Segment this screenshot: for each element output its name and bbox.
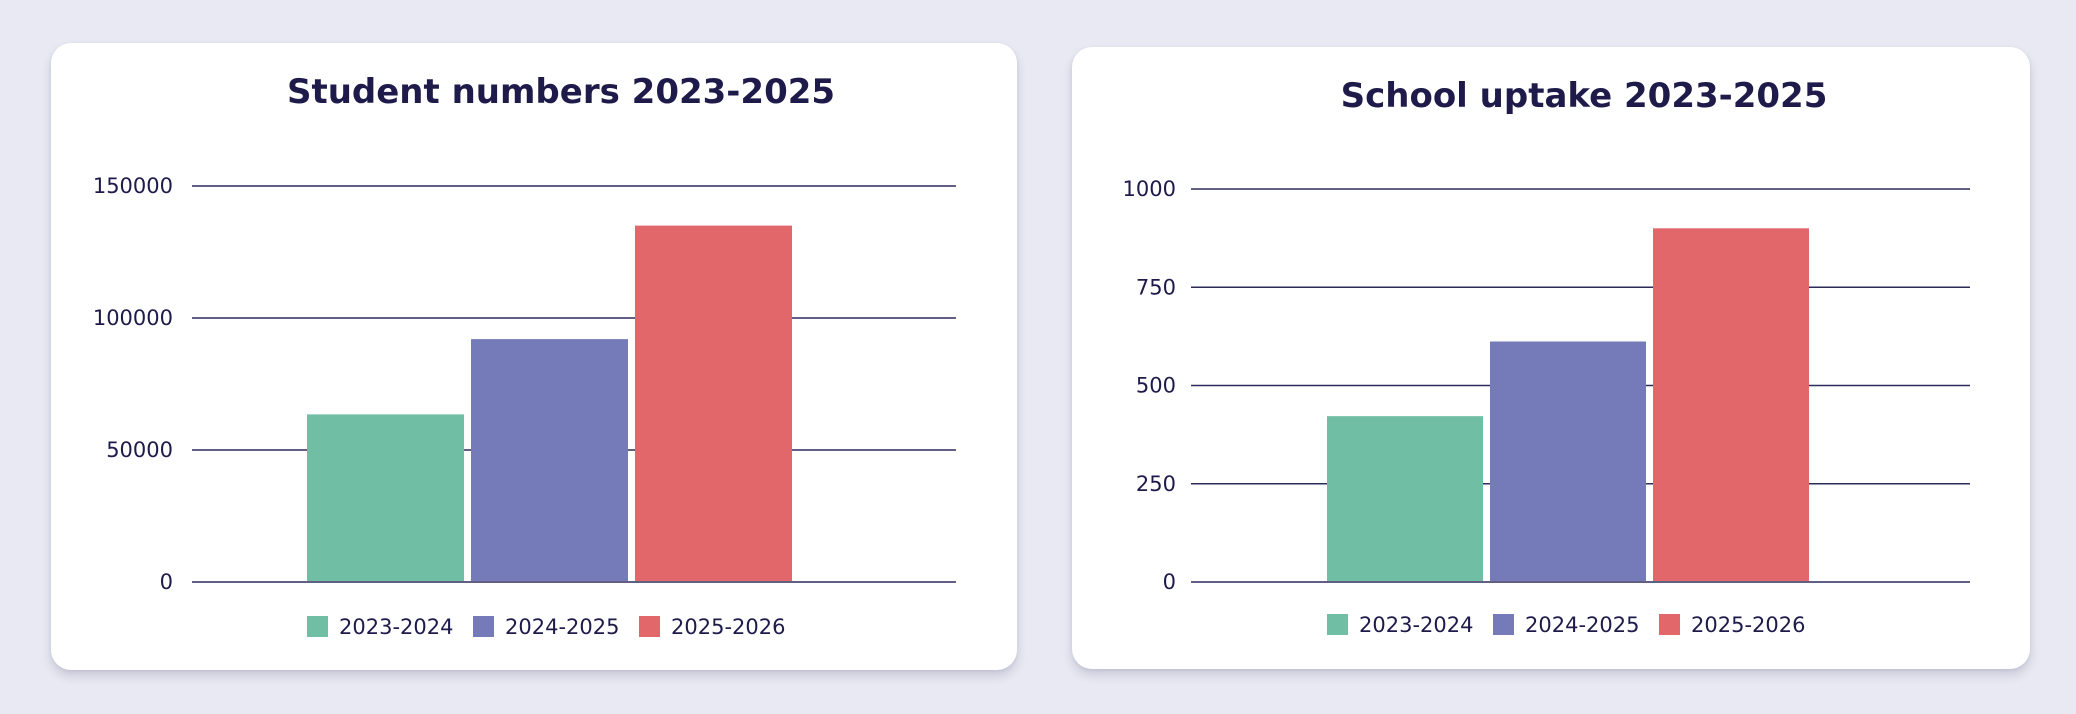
legend-label: 2023-2024 [1359, 613, 1473, 637]
y-tick-label: 750 [1136, 275, 1176, 299]
bar-2024-2025 [1490, 341, 1646, 581]
legend-swatch [307, 616, 328, 637]
legend-item: 2023-2024 [1327, 613, 1473, 637]
chart-title: School uptake 2023-2025 [1341, 76, 1828, 116]
legend-swatch [639, 616, 660, 637]
legend-swatch [473, 616, 494, 637]
chart-card-student-numbers: Student numbers 2023-2025 0 50000 100000 150… [51, 43, 1017, 670]
y-tick-label: 100000 [93, 306, 173, 330]
y-tick-label: 500 [1136, 374, 1176, 398]
y-tick-label: 250 [1136, 472, 1176, 496]
chart-title: Student numbers 2023-2025 [287, 72, 835, 112]
legend-item: 2023-2024 [307, 615, 453, 639]
bar-chart-student-numbers: Student numbers 2023-2025 0 50000 100000 150… [93, 72, 956, 639]
bar-2025-2026 [635, 225, 792, 581]
legend-label: 2025-2026 [1691, 613, 1805, 637]
bar-chart-school-uptake: School uptake 2023-2025 0 250 500 750 1000 202… [1123, 76, 1970, 637]
legend-label: 2025-2026 [671, 615, 785, 639]
bar-2024-2025 [471, 339, 628, 581]
legend-item: 2024-2025 [473, 615, 619, 639]
y-tick-label: 1000 [1123, 177, 1176, 201]
legend-swatch [1493, 614, 1514, 635]
bar-2025-2026 [1653, 228, 1809, 582]
legend-item: 2025-2026 [1659, 613, 1805, 637]
bar-2023-2024 [1327, 416, 1483, 581]
y-tick-label: 50000 [106, 438, 173, 462]
legend-item: 2024-2025 [1493, 613, 1639, 637]
bar-2023-2024 [307, 414, 464, 581]
legend-label: 2023-2024 [339, 615, 453, 639]
legend-item: 2025-2026 [639, 615, 785, 639]
y-tick-label: 0 [160, 570, 173, 594]
legend-label: 2024-2025 [505, 615, 619, 639]
y-tick-label: 0 [1163, 570, 1176, 594]
chart-card-school-uptake: School uptake 2023-2025 0 250 500 750 1000 202… [1072, 47, 2030, 669]
legend-swatch [1659, 614, 1680, 635]
legend-label: 2024-2025 [1525, 613, 1639, 637]
y-tick-label: 150000 [93, 174, 173, 198]
legend-swatch [1327, 614, 1348, 635]
